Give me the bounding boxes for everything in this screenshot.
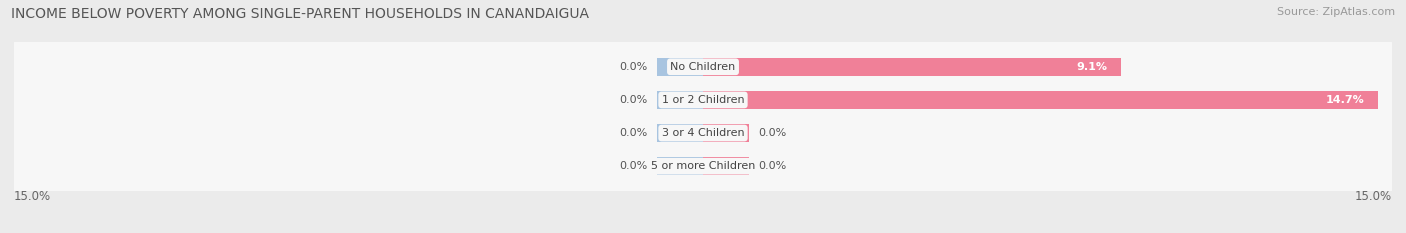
Text: INCOME BELOW POVERTY AMONG SINGLE-PARENT HOUSEHOLDS IN CANANDAIGUA: INCOME BELOW POVERTY AMONG SINGLE-PARENT…	[11, 7, 589, 21]
FancyBboxPatch shape	[3, 43, 1403, 93]
Text: 0.0%: 0.0%	[620, 128, 648, 138]
Text: 0.0%: 0.0%	[620, 95, 648, 105]
FancyBboxPatch shape	[3, 108, 1403, 158]
Text: 0.0%: 0.0%	[758, 161, 786, 171]
Text: 0.0%: 0.0%	[620, 62, 648, 72]
Text: 9.1%: 9.1%	[1076, 62, 1107, 72]
FancyBboxPatch shape	[3, 75, 1403, 125]
FancyBboxPatch shape	[3, 141, 1403, 191]
Bar	[657, 91, 703, 109]
FancyBboxPatch shape	[3, 110, 1403, 159]
Text: 1 or 2 Children: 1 or 2 Children	[662, 95, 744, 105]
Text: 15.0%: 15.0%	[1355, 190, 1392, 203]
Text: 3 or 4 Children: 3 or 4 Children	[662, 128, 744, 138]
FancyBboxPatch shape	[3, 143, 1403, 192]
Bar	[657, 157, 703, 175]
Text: 0.0%: 0.0%	[620, 161, 648, 171]
Text: 15.0%: 15.0%	[14, 190, 51, 203]
Bar	[703, 58, 1121, 76]
Bar	[703, 157, 749, 175]
Text: 0.0%: 0.0%	[758, 128, 786, 138]
Text: No Children: No Children	[671, 62, 735, 72]
FancyBboxPatch shape	[3, 76, 1403, 126]
Text: 14.7%: 14.7%	[1326, 95, 1364, 105]
Text: Source: ZipAtlas.com: Source: ZipAtlas.com	[1277, 7, 1395, 17]
Bar	[703, 124, 749, 142]
Bar	[657, 124, 703, 142]
FancyBboxPatch shape	[3, 42, 1403, 92]
Bar	[703, 91, 1378, 109]
Text: 5 or more Children: 5 or more Children	[651, 161, 755, 171]
Bar	[657, 58, 703, 76]
